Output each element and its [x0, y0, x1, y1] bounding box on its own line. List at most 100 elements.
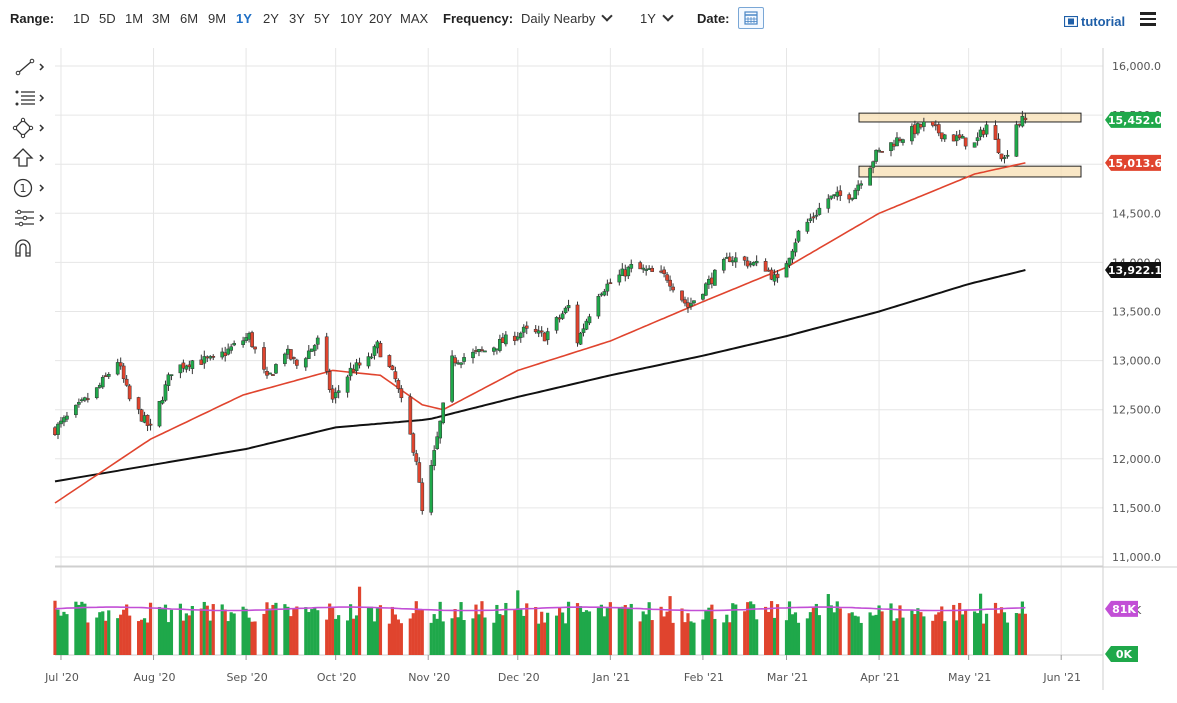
candle-body — [127, 385, 132, 400]
candle-body — [471, 351, 475, 359]
candle-body — [518, 332, 523, 338]
arrow-tool-icon[interactable] — [10, 146, 50, 170]
candle-body — [650, 267, 655, 272]
range-button-1y[interactable]: 1Y — [236, 11, 252, 26]
line-tool-icon[interactable] — [10, 55, 50, 79]
volume-bar — [689, 621, 693, 655]
volume-bar — [746, 602, 750, 655]
candle-body — [641, 267, 646, 270]
period-value: 1Y — [640, 11, 656, 26]
candle-body — [599, 293, 604, 296]
range-button-2y[interactable]: 2Y — [263, 11, 279, 26]
chevron-down-icon — [662, 10, 674, 22]
volume-bar — [128, 615, 132, 655]
price-chart[interactable]: 100K 16,000.015,500.015,000.014,500.014,… — [0, 38, 1177, 703]
candle-body — [1014, 124, 1019, 157]
volume-bar — [1020, 601, 1024, 655]
candle-body — [417, 462, 422, 483]
range-button-5d[interactable]: 5D — [99, 11, 116, 26]
range-button-5y[interactable]: 5Y — [314, 11, 330, 26]
fibonacci-tool-icon[interactable] — [10, 86, 50, 110]
volume-bar — [853, 615, 857, 655]
hamburger-menu-icon[interactable] — [1140, 12, 1156, 26]
period-select[interactable]: 1Y — [640, 10, 674, 26]
candle-body — [271, 374, 275, 376]
volume-bar — [993, 602, 998, 655]
date-tick-label: Dec '20 — [498, 671, 540, 684]
candle-body — [814, 214, 819, 217]
candle-body — [208, 356, 213, 359]
candle-body — [981, 130, 986, 135]
volume-bar — [1017, 613, 1021, 655]
candle-body — [157, 401, 162, 427]
candle-body — [850, 197, 855, 200]
volume-bar — [659, 606, 663, 655]
candle-body — [453, 357, 457, 364]
volume-bar — [847, 613, 851, 655]
date-tick-label: Nov '20 — [408, 671, 450, 684]
candle-body — [80, 399, 84, 402]
candle-body — [59, 420, 63, 425]
range-button-1m[interactable]: 1M — [125, 11, 144, 26]
volume-bar — [584, 610, 589, 655]
range-button-1d[interactable]: 1D — [73, 11, 90, 26]
volume-bar — [166, 622, 171, 655]
tutorial-link[interactable]: tutorial — [1063, 14, 1126, 29]
volume-bar — [107, 610, 111, 655]
measure-tool-icon[interactable] — [10, 206, 50, 230]
candle-body — [721, 259, 726, 271]
annotation-tool-icon[interactable]: 1 — [10, 176, 50, 200]
candle-body — [808, 218, 813, 221]
volume-bar — [975, 613, 980, 655]
volume-bar — [220, 604, 224, 655]
range-button-6m[interactable]: 6M — [180, 11, 199, 26]
candle-body — [733, 257, 738, 263]
range-button-10y[interactable]: 10Y — [340, 11, 364, 26]
range-button-20y[interactable]: 20Y — [369, 11, 393, 26]
candle-body — [495, 348, 499, 351]
volume-bar — [184, 613, 188, 655]
date-tick-label: Jan '21 — [592, 671, 630, 684]
candle-body — [713, 269, 717, 286]
range-button-3y[interactable]: 3Y — [289, 11, 305, 26]
magnet-icon[interactable] — [10, 236, 50, 260]
volume-bar — [387, 623, 392, 655]
volume-bar — [375, 608, 380, 655]
candle-body — [751, 262, 756, 266]
date-tick-label: Mar '21 — [767, 671, 808, 684]
volume-bar — [271, 604, 275, 655]
volume-bar — [354, 615, 359, 655]
candle-body — [984, 124, 989, 135]
volume-bar — [390, 606, 394, 655]
shapes-tool-icon[interactable] — [10, 116, 50, 140]
candle-body — [330, 388, 335, 400]
candle-body — [274, 364, 278, 374]
volume-bar — [462, 620, 466, 655]
volume-bar — [59, 615, 63, 655]
frequency-select[interactable]: Daily Nearby — [521, 10, 614, 26]
price-tick-label: 11,000.0 — [1112, 551, 1161, 564]
range-button-max[interactable]: MAX — [400, 11, 429, 26]
frequency-label: Frequency: — [443, 11, 514, 26]
volume-bar — [119, 614, 123, 655]
volume-bar — [856, 616, 860, 655]
volume-bar — [316, 610, 320, 655]
volume-bar — [241, 606, 245, 655]
volume-bar — [265, 602, 269, 655]
volume-bar — [892, 620, 896, 655]
volume-bar — [80, 601, 84, 655]
candle-body — [539, 330, 544, 333]
volume-bar — [208, 620, 212, 655]
volume-bar — [56, 609, 60, 655]
candle-body — [372, 346, 377, 356]
date-tick-label: Sep '20 — [226, 671, 267, 684]
candle-body — [247, 333, 251, 340]
candle-body — [742, 256, 747, 261]
price-zones — [858, 112, 1082, 178]
range-button-3m[interactable]: 3M — [152, 11, 171, 26]
calendar-icon[interactable] — [738, 7, 764, 29]
volume-bar — [796, 622, 801, 655]
range-button-9m[interactable]: 9M — [208, 11, 227, 26]
date-axis: Jul '20 Aug '20 Sep '20 Oct '20 Nov '20 Dec '… — [44, 655, 1081, 684]
tutorial-label: tutorial — [1081, 14, 1126, 29]
